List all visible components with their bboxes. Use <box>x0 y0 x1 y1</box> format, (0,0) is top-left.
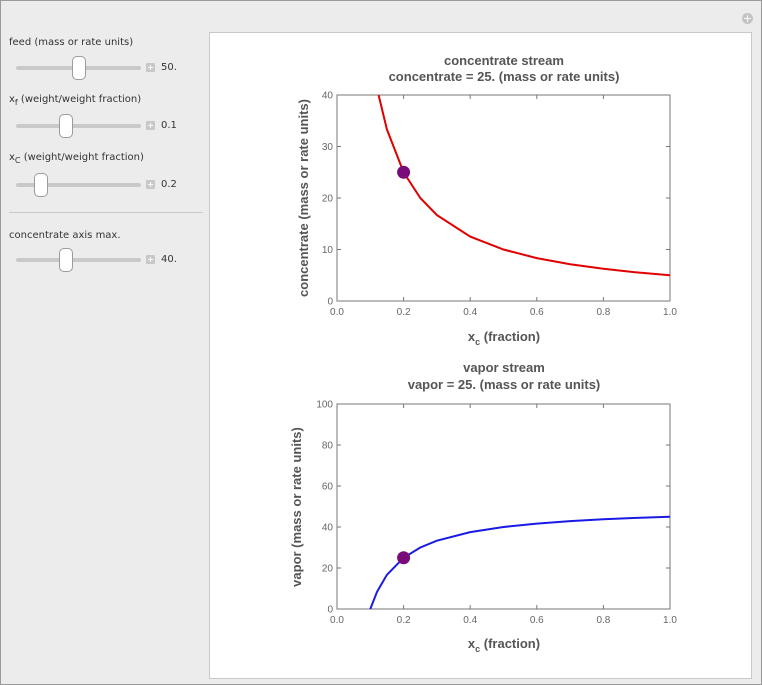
xc-label: xC (weight/weight fraction) <box>9 152 144 165</box>
chart1-ytick-label: 30 <box>322 142 334 153</box>
chart1-xtick-label: 0.8 <box>596 307 610 318</box>
chart1-xtick-label: 0.2 <box>397 307 411 318</box>
concentrate-curve <box>377 94 671 277</box>
axis-max-slider-track[interactable] <box>16 258 141 262</box>
chart1-ytick-label: 20 <box>322 194 334 205</box>
chart2-xtick-label: 0.0 <box>330 615 344 626</box>
chart2-ytick-label: 100 <box>316 400 333 411</box>
chart2-ytick-label: 20 <box>322 564 334 575</box>
chart1-xtick-label: 1.0 <box>663 307 677 318</box>
xc-slider-thumb[interactable] <box>34 173 48 197</box>
axis-max-plus-icon[interactable] <box>146 255 155 264</box>
chart1-x-axis-label: xc (fraction) <box>468 329 540 347</box>
chart2-xtick-label: 0.8 <box>596 615 610 626</box>
chart2-y-axis-label: vapor (mass or rate units) <box>289 427 304 587</box>
chart2-xtick-label: 0.4 <box>463 615 477 626</box>
chart2-ytick-label: 60 <box>322 482 334 493</box>
chart2-x-axis-label: xc (fraction) <box>468 636 540 654</box>
chart1-title: concentrate stream <box>444 53 564 68</box>
plot-panel <box>209 32 752 679</box>
concentrate-marker <box>397 165 411 179</box>
chart1-subtitle: concentrate = 25. (mass or rate units) <box>389 69 620 84</box>
xc-slider-track[interactable] <box>16 183 141 187</box>
xc-plus-icon[interactable] <box>146 180 155 189</box>
chart2-xtick-label: 1.0 <box>663 615 677 626</box>
xf-plus-icon[interactable] <box>146 121 155 130</box>
add-icon[interactable]: + <box>742 12 753 25</box>
feed-label: feed (mass or rate units) <box>9 37 134 48</box>
chart1-ytick-label: 10 <box>322 245 334 256</box>
feed-slider-thumb[interactable] <box>71 56 86 80</box>
chart1-ytick-label: 40 <box>322 91 334 102</box>
xf-slider-thumb[interactable] <box>59 114 73 138</box>
chart2-ytick-label: 80 <box>322 441 334 452</box>
chart1-xtick-label: 0.4 <box>463 307 477 318</box>
axis-max-label: concentrate axis max. <box>9 230 121 241</box>
chart2-subtitle: vapor = 25. (mass or rate units) <box>408 377 601 392</box>
chart1-ytick-label: 0 <box>327 297 333 308</box>
chart2-xtick-label: 0.6 <box>530 615 544 626</box>
chart1-y-axis-label: concentrate (mass or rate units) <box>296 99 311 297</box>
chart1-xtick-label: 0.0 <box>330 307 344 318</box>
xf-slider-track[interactable] <box>16 124 141 128</box>
axis-max-slider-thumb[interactable] <box>59 248 73 272</box>
chart2-title: vapor stream <box>463 360 545 375</box>
feed-value: 50. <box>161 62 177 73</box>
chart2-ytick-label: 0 <box>327 605 333 616</box>
chart1-xtick-label: 0.6 <box>530 307 544 318</box>
chart2-ytick-label: 40 <box>322 523 334 534</box>
vapor-curve <box>369 515 671 610</box>
chart2-xtick-label: 0.2 <box>397 615 411 626</box>
chart2-plot-area <box>336 403 671 610</box>
feed-plus-icon[interactable] <box>146 63 155 72</box>
xc-value: 0.2 <box>161 179 177 190</box>
controls-divider <box>9 212 203 213</box>
vapor-marker <box>397 551 411 565</box>
xf-value: 0.1 <box>161 120 177 131</box>
xf-label: xf (weight/weight fraction) <box>9 94 142 107</box>
axis-max-value: 40. <box>161 254 177 265</box>
